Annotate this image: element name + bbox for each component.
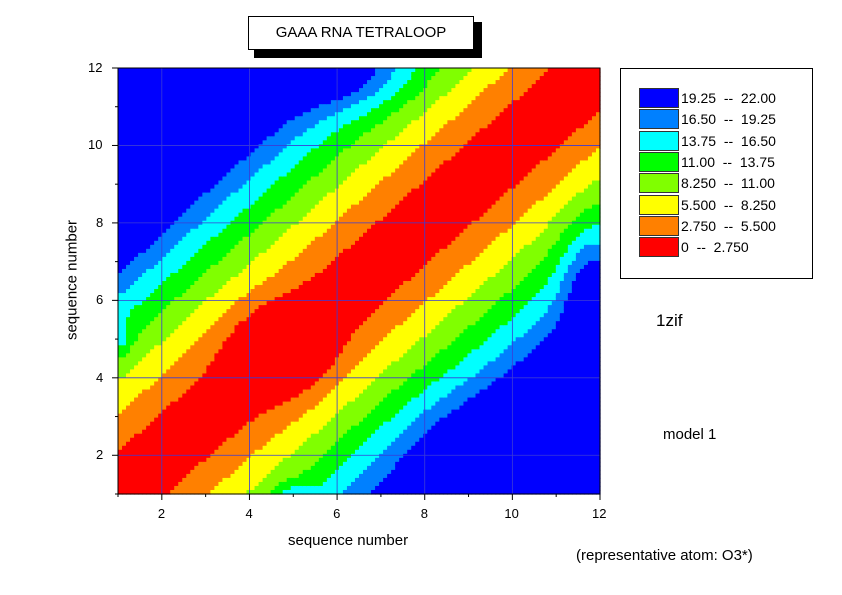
legend-label: 0 -- 2.750 (681, 239, 749, 256)
y-tick-label: 12 (88, 60, 103, 75)
legend-label: 16.50 -- 19.25 (681, 111, 776, 128)
legend-label: 8.250 -- 11.00 (681, 175, 775, 192)
legend-label: 11.00 -- 13.75 (681, 153, 775, 170)
legend-swatch (639, 109, 679, 130)
y-tick-label: 2 (96, 447, 104, 463)
legend-swatch (639, 151, 679, 172)
footnote: (representative atom: O3*) (576, 547, 753, 564)
y-tick-label: 8 (96, 214, 104, 230)
legend-label: 19.25 -- 22.00 (681, 90, 776, 106)
grid-lines (118, 68, 600, 494)
axis-ticks (112, 67, 601, 500)
legend-swatch (639, 215, 679, 236)
x-tick-label: 2 (157, 506, 166, 521)
y-axis-label: sequence number (63, 219, 81, 341)
legend: 19.25 -- 22.00 16.50 -- 19.25 13.75 -- 16.… (620, 68, 813, 279)
pdb-id-label: 1zif (656, 311, 683, 330)
x-tick-label: 8 (420, 506, 428, 521)
legend-label: 5.500 -- 8.250 (681, 196, 776, 213)
y-tick-label: 6 (96, 292, 104, 308)
chart-title: GAAA RNA TETRALOOP (248, 16, 474, 50)
contour-bands (118, 68, 601, 495)
x-tick-label: 4 (245, 506, 253, 521)
x-tick-label: 10 (504, 506, 519, 521)
x-tick-label: 6 (333, 506, 341, 521)
y-tick-label: 10 (88, 137, 103, 153)
x-tick-label: 12 (592, 506, 607, 521)
legend-swatch (639, 237, 679, 258)
legend-swatch (639, 194, 679, 215)
x-axis-label: sequence number (288, 532, 409, 549)
legend-swatch (639, 173, 679, 194)
legend-label: 13.75 -- 16.50 (681, 132, 776, 149)
plot-frame (117, 67, 601, 495)
legend-swatch (639, 88, 679, 108)
model-label: model 1 (663, 426, 717, 443)
legend-label: 2.750 -- 5.500 (681, 217, 776, 234)
legend-swatch (639, 130, 679, 151)
y-tick-label: 4 (96, 369, 104, 385)
